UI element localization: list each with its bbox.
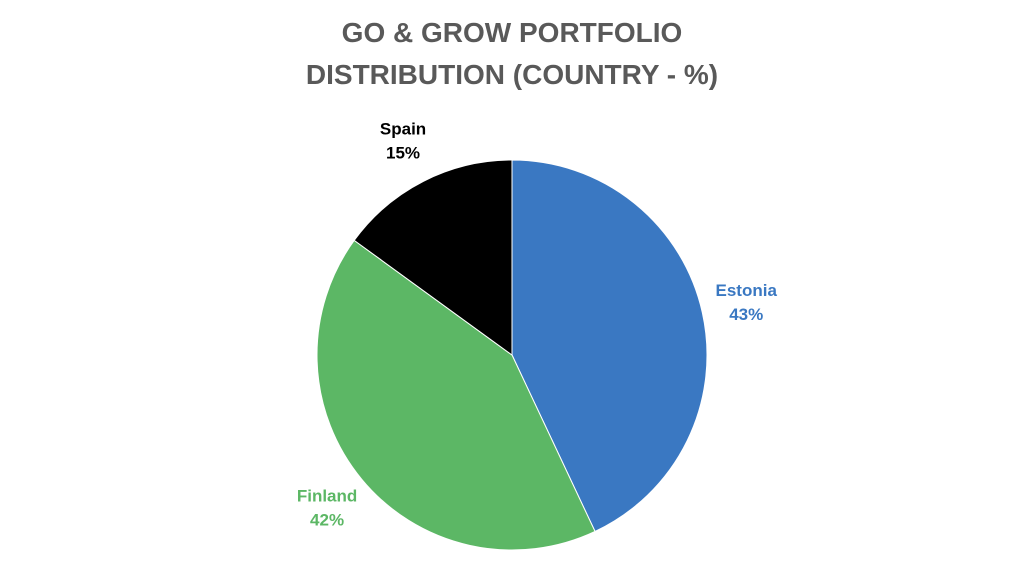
slice-value-label: 42% [310, 510, 344, 529]
pie-slice [511, 159, 708, 533]
slice-value-label: 43% [729, 305, 763, 324]
pie-slice [316, 239, 596, 551]
slice-value-label: 15% [386, 144, 420, 163]
slice-category-label: Spain [380, 120, 426, 139]
pie-slice [353, 159, 513, 356]
chart-title: GO & GROW PORTFOLIO DISTRIBUTION (COUNTR… [305, 17, 719, 90]
slice-category-label: Estonia [716, 281, 778, 300]
slice-category-label: Finland [297, 486, 357, 505]
